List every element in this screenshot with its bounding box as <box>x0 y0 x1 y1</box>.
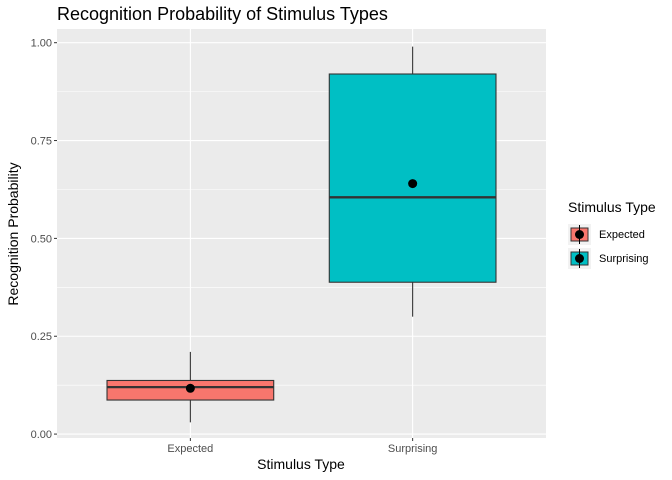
y-axis-title: Recognition Probability <box>5 162 21 305</box>
chart-title: Recognition Probability of Stimulus Type… <box>57 4 388 24</box>
x-axis: Expected Surprising <box>167 438 437 455</box>
legend: Stimulus Type Expected Surprising <box>568 199 656 269</box>
box-layer <box>106 46 497 423</box>
legend-point <box>575 230 584 239</box>
y-tick-label: 0.50 <box>31 233 52 245</box>
x-axis-title: Stimulus Type <box>257 456 345 472</box>
y-tick-label: 0.00 <box>31 429 52 441</box>
box-group-expected <box>106 351 275 423</box>
x-tick-label: Surprising <box>388 443 438 455</box>
x-tick-label: Expected <box>167 443 213 455</box>
y-tick-label: 0.75 <box>31 136 52 148</box>
legend-point <box>575 254 584 263</box>
box <box>328 73 497 283</box>
legend-key-expected: Expected <box>568 224 645 245</box>
legend-key-surprising: Surprising <box>568 248 649 269</box>
y-tick-label: 1.00 <box>31 38 52 50</box>
legend-label: Surprising <box>599 253 649 265</box>
legend-label: Expected <box>599 229 645 241</box>
legend-title: Stimulus Type <box>568 199 656 215</box>
mean-point <box>408 179 418 189</box>
box-group-surprising <box>328 46 497 317</box>
y-tick-label: 0.25 <box>31 331 52 343</box>
mean-point <box>185 383 195 393</box>
y-axis: 0.00 0.25 0.50 0.75 1.00 <box>31 38 57 441</box>
